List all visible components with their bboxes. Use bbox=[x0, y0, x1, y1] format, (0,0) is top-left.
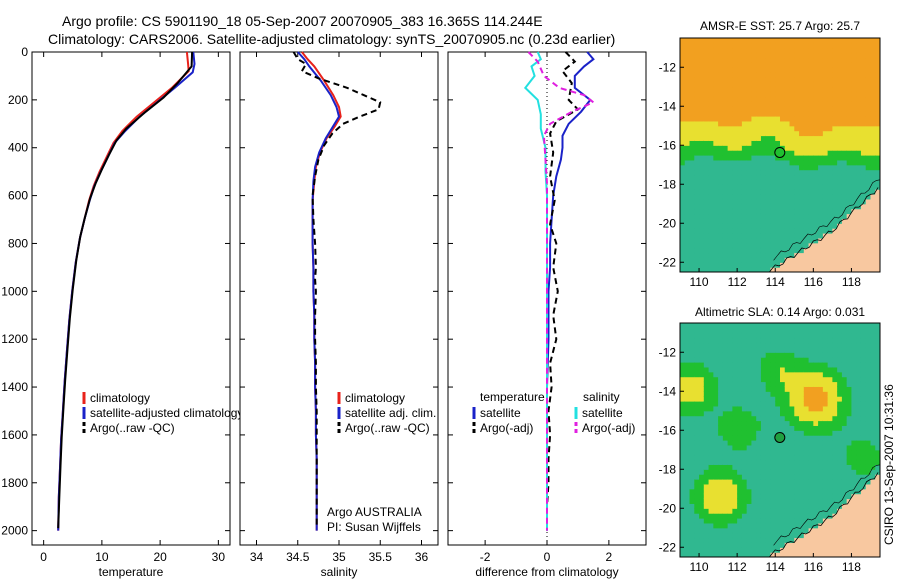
y-tick-label: 800 bbox=[8, 236, 28, 250]
y-tick-label: 1000 bbox=[1, 284, 28, 298]
argo-float-marker bbox=[774, 431, 786, 443]
sst-map-panel: AMSR-E SST: 25.7 Argo: 25.7 110 112 114 116 1… bbox=[659, 19, 881, 289]
map-field bbox=[680, 323, 880, 557]
x-tick-label: 35.5 bbox=[369, 550, 393, 564]
map-y-tick-label: -16 bbox=[659, 423, 677, 437]
map-frame bbox=[679, 37, 881, 273]
map-x-tick-label: 112 bbox=[728, 275, 747, 289]
map-y-tick-label: -12 bbox=[659, 345, 677, 359]
map-y-tick-label: -22 bbox=[659, 540, 677, 554]
x-tick-label: 36 bbox=[415, 550, 429, 564]
map-x-tick-label: 116 bbox=[804, 275, 823, 289]
diff-legend-title: temperature bbox=[480, 390, 545, 404]
x-tick-label: 34 bbox=[250, 550, 264, 564]
map-x-tick-label: 112 bbox=[728, 560, 747, 574]
map-y-tick-label: -16 bbox=[659, 138, 677, 152]
x-axis-label: salinity bbox=[321, 565, 358, 579]
x-tick-label: 0 bbox=[544, 550, 551, 564]
series-line-argo-raw-qc bbox=[292, 51, 382, 529]
coastline bbox=[768, 472, 879, 557]
plot-frame bbox=[239, 51, 439, 546]
figure-title-line1: Argo profile: CS 5901190_18 05-Sep-2007 … bbox=[62, 13, 543, 29]
x-tick-label: 34.5 bbox=[286, 550, 310, 564]
map-x-tick-label: 118 bbox=[842, 560, 861, 574]
y-tick-label: 1800 bbox=[1, 476, 28, 490]
map-y-tick-label: -20 bbox=[659, 216, 677, 230]
y-tick-label: 200 bbox=[8, 93, 28, 107]
x-tick-label: 10 bbox=[95, 550, 109, 564]
map-y-tick-label: -18 bbox=[659, 177, 677, 191]
argo-float-marker bbox=[774, 146, 786, 158]
x-tick-label: 2 bbox=[606, 550, 613, 564]
sla-map-panel: Altimetric SLA: 0.14 Argo: 0.031 110 112 11… bbox=[659, 305, 881, 574]
diff-legend-item: Argo(-adj) bbox=[480, 421, 533, 435]
map-y-tick-label: -18 bbox=[659, 462, 677, 476]
x-axis-label: temperature bbox=[99, 565, 164, 579]
diff-legend-item: Argo(-adj) bbox=[582, 421, 635, 435]
y-tick-label: 1600 bbox=[1, 428, 28, 442]
map-title: Altimetric SLA: 0.14 Argo: 0.031 bbox=[695, 305, 865, 319]
x-tick-label: 20 bbox=[153, 550, 167, 564]
diff-legend-title: salinity bbox=[583, 390, 620, 404]
diff-legend-item: satellite bbox=[582, 406, 623, 420]
temp-legend-item: Argo(..raw -QC) bbox=[90, 421, 175, 435]
side-stamp: CSIRO 13-Sep-2007 10:31:36 bbox=[882, 384, 896, 545]
shelf-contour bbox=[773, 464, 880, 546]
map-x-tick-label: 118 bbox=[842, 275, 861, 289]
map-x-tick-label: 114 bbox=[766, 560, 785, 574]
map-y-tick-label: -14 bbox=[659, 99, 677, 113]
pi-annotation: PI: Susan Wijffels bbox=[327, 520, 421, 534]
series-line-argo-adj bbox=[546, 51, 580, 531]
y-tick-label: 600 bbox=[8, 189, 28, 203]
map-frame bbox=[679, 322, 881, 558]
map-y-tick-label: -22 bbox=[659, 255, 677, 269]
y-tick-label: 1400 bbox=[1, 380, 28, 394]
map-y-tick-label: -12 bbox=[659, 60, 677, 74]
x-tick-label: 30 bbox=[212, 550, 226, 564]
y-tick-label: 1200 bbox=[1, 332, 28, 346]
map-x-tick-label: 114 bbox=[766, 275, 785, 289]
argo-australia-annotation: Argo AUSTRALIA bbox=[327, 505, 422, 519]
temp-legend-item: climatology bbox=[90, 391, 150, 405]
temperature-panel: 0 10 20 30 0 200 400 600 800 1000 1200 1400 1600 1800… bbox=[1, 45, 243, 579]
map-y-tick-label: -20 bbox=[659, 501, 677, 515]
figure-title-line2: Climatology: CARS2006. Satellite-adjuste… bbox=[48, 31, 615, 47]
x-tick-label: -2 bbox=[480, 550, 491, 564]
sal-legend-item: satellite adj. clim. bbox=[345, 406, 436, 420]
sal-legend-item: Argo(..raw -QC) bbox=[345, 421, 430, 435]
series-line-argo-raw-qc bbox=[57, 51, 194, 529]
map-x-tick-label: 110 bbox=[689, 275, 708, 289]
y-tick-label: 2000 bbox=[1, 524, 28, 538]
y-tick-label: 400 bbox=[8, 141, 28, 155]
y-tick-label: 0 bbox=[21, 45, 28, 59]
sal-legend-item: climatology bbox=[345, 391, 405, 405]
x-tick-label: 35 bbox=[332, 550, 346, 564]
series-line-argo-adj bbox=[527, 51, 596, 531]
map-x-tick-label: 116 bbox=[804, 560, 823, 574]
temp-legend-item: satellite-adjusted climatology bbox=[90, 406, 243, 420]
coastline bbox=[768, 187, 879, 272]
map-x-tick-label: 110 bbox=[689, 560, 708, 574]
plot-frame bbox=[31, 51, 231, 546]
map-title: AMSR-E SST: 25.7 Argo: 25.7 bbox=[700, 19, 860, 33]
x-tick-label: 0 bbox=[40, 550, 47, 564]
salinity-panel: 34 34.5 35 35.5 36 salinity climatologysatelli… bbox=[239, 51, 439, 579]
x-axis-label: difference from climatology bbox=[475, 565, 618, 579]
map-field bbox=[680, 38, 880, 272]
diff-legend-item: satellite bbox=[480, 406, 521, 420]
map-y-tick-label: -14 bbox=[659, 384, 677, 398]
shelf-contour bbox=[773, 179, 880, 261]
